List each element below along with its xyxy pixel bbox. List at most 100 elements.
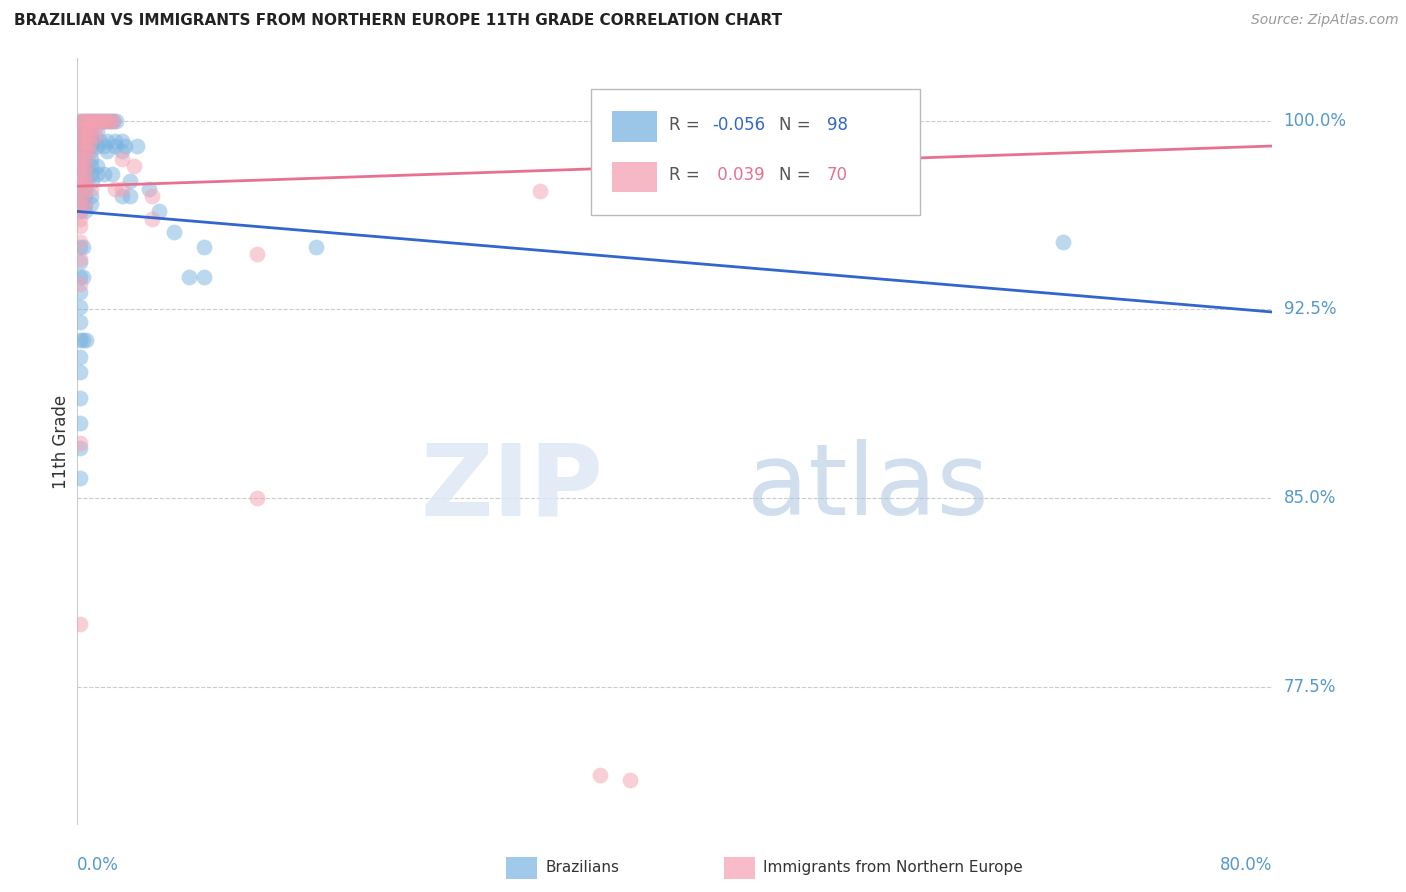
Point: [73, 167, 96, 181]
Point: [69, 134, 91, 148]
Point: [73, 159, 96, 173]
Text: 0.0%: 0.0%: [77, 855, 120, 873]
Point: [529, 184, 551, 198]
Point: [75, 113, 97, 128]
Point: [79, 128, 101, 143]
Point: [69, 128, 91, 143]
Point: [80, 167, 103, 181]
Point: [69, 435, 91, 450]
Point: [80, 152, 103, 166]
Point: [105, 113, 128, 128]
Text: Brazilians: Brazilians: [546, 860, 620, 874]
Point: [73, 119, 96, 133]
Text: 85.0%: 85.0%: [1284, 489, 1336, 508]
Point: [80, 189, 103, 203]
Point: [89, 134, 111, 148]
Point: [93, 167, 115, 181]
Point: [80, 197, 103, 211]
Point: [82, 134, 104, 148]
Point: [93, 139, 115, 153]
Point: [69, 252, 91, 267]
Point: [79, 113, 101, 128]
Point: [84, 113, 107, 128]
Point: [111, 182, 134, 196]
Point: [73, 197, 96, 211]
Point: [69, 136, 91, 151]
Point: [104, 182, 127, 196]
Point: [69, 189, 91, 203]
Point: [69, 416, 91, 430]
Text: R =: R =: [669, 166, 704, 185]
Point: [69, 211, 91, 226]
Text: R =: R =: [669, 116, 704, 134]
Bar: [612, 161, 657, 193]
Text: Immigrants from Northern Europe: Immigrants from Northern Europe: [763, 860, 1024, 874]
Point: [69, 269, 91, 284]
Point: [73, 144, 96, 158]
Point: [75, 174, 97, 188]
Point: [103, 113, 124, 128]
Point: [246, 491, 269, 505]
Point: [87, 113, 110, 128]
Point: [138, 182, 160, 196]
Text: 98: 98: [827, 116, 848, 134]
Point: [111, 152, 134, 166]
Point: [69, 119, 91, 133]
Point: [98, 113, 121, 128]
Point: [148, 204, 170, 219]
Point: [69, 144, 91, 158]
Point: [98, 113, 121, 128]
Point: [69, 204, 91, 219]
Text: N =: N =: [779, 116, 815, 134]
Point: [73, 197, 96, 211]
Point: [73, 152, 96, 166]
Point: [69, 471, 91, 485]
Point: [193, 239, 215, 253]
Text: 0.039: 0.039: [711, 166, 765, 185]
Point: [79, 119, 101, 133]
Point: [69, 174, 91, 188]
Point: [589, 768, 612, 782]
Point: [118, 189, 141, 203]
Point: [90, 113, 112, 128]
Point: [73, 128, 96, 143]
Point: [82, 113, 104, 128]
Point: [69, 113, 91, 128]
Point: [69, 174, 91, 188]
Point: [305, 239, 328, 253]
Point: [79, 136, 101, 151]
Point: [69, 351, 91, 365]
Point: [90, 113, 112, 128]
Point: [69, 197, 91, 211]
Point: [80, 128, 103, 143]
Point: [80, 182, 103, 196]
Point: [69, 159, 91, 173]
Point: [69, 159, 91, 173]
Point: [69, 285, 91, 299]
Point: [73, 174, 96, 188]
Point: [79, 121, 101, 136]
Point: [118, 174, 141, 188]
Point: [86, 124, 108, 138]
Text: 80.0%: 80.0%: [1220, 855, 1272, 873]
Text: 92.5%: 92.5%: [1284, 301, 1336, 318]
Point: [82, 174, 104, 188]
Point: [69, 219, 91, 234]
Point: [73, 139, 96, 153]
Point: [69, 128, 91, 143]
Point: [73, 121, 96, 136]
Text: 70: 70: [827, 166, 848, 185]
Point: [104, 134, 127, 148]
Point: [86, 159, 108, 173]
Point: [73, 182, 96, 196]
Point: [122, 159, 145, 173]
Y-axis label: 11th Grade: 11th Grade: [52, 394, 70, 489]
Point: [73, 204, 96, 219]
Point: [69, 391, 91, 405]
Point: [72, 113, 94, 128]
Bar: [612, 111, 657, 142]
Point: [111, 134, 134, 148]
Text: BRAZILIAN VS IMMIGRANTS FROM NORTHERN EUROPE 11TH GRADE CORRELATION CHART: BRAZILIAN VS IMMIGRANTS FROM NORTHERN EU…: [14, 13, 782, 29]
Point: [69, 333, 91, 347]
Point: [1052, 235, 1074, 249]
